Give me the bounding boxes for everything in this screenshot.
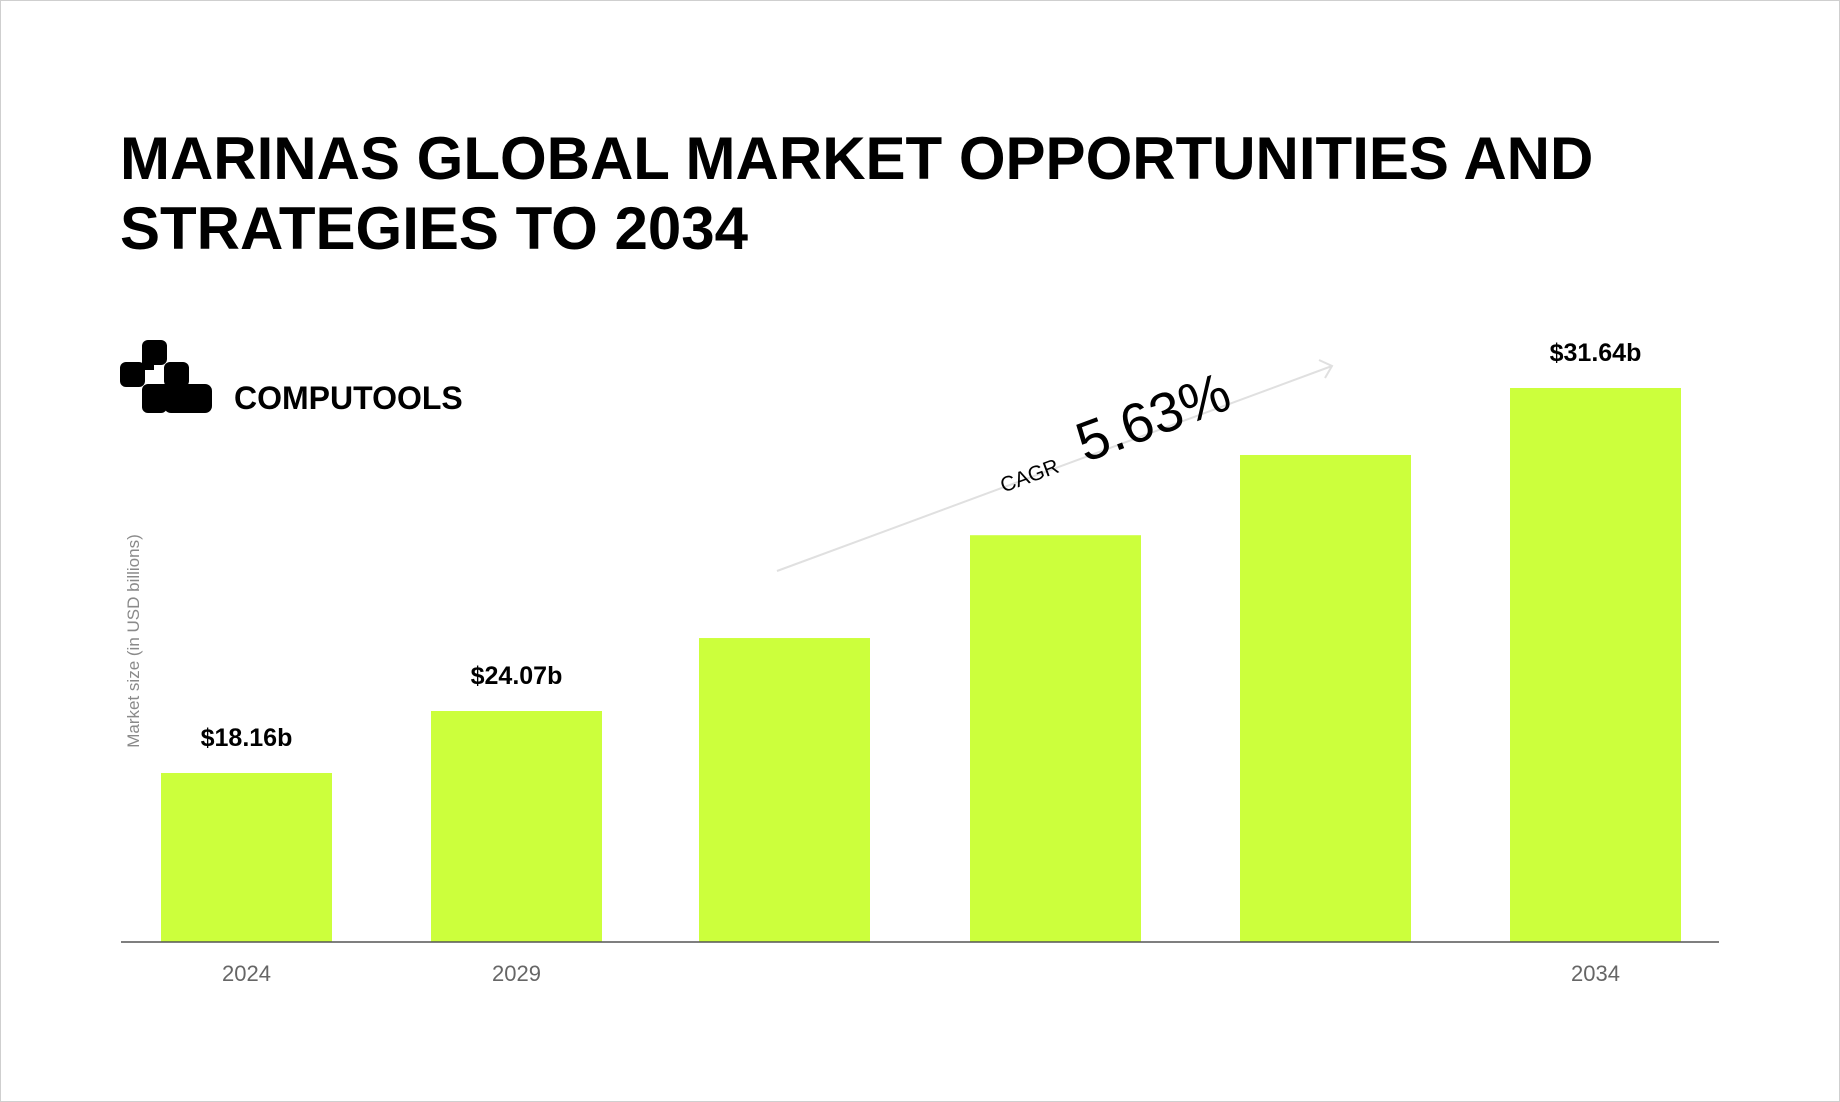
data-label: $24.07b bbox=[471, 662, 563, 690]
bar-bar5 bbox=[1240, 454, 1411, 942]
computools-logo-icon bbox=[120, 340, 212, 413]
x-tick-label: 2034 bbox=[1571, 961, 1620, 986]
bar-2034 bbox=[1510, 388, 1681, 942]
bar-2029 bbox=[431, 711, 602, 942]
x-tick-label: 2029 bbox=[492, 961, 541, 986]
data-label: $18.16b bbox=[201, 724, 293, 752]
chart-title: MARINAS GLOBAL MARKET OPPORTUNITIES AND … bbox=[120, 125, 1594, 262]
data-label: $31.64b bbox=[1550, 339, 1642, 367]
bar-bar4 bbox=[970, 535, 1141, 942]
x-tick-label: 2024 bbox=[222, 961, 271, 986]
cagr-arrow bbox=[776, 359, 1334, 572]
brand-name: COMPUTOOLS bbox=[234, 380, 463, 416]
bar-2024 bbox=[161, 773, 332, 942]
bar-bar3 bbox=[699, 638, 870, 942]
